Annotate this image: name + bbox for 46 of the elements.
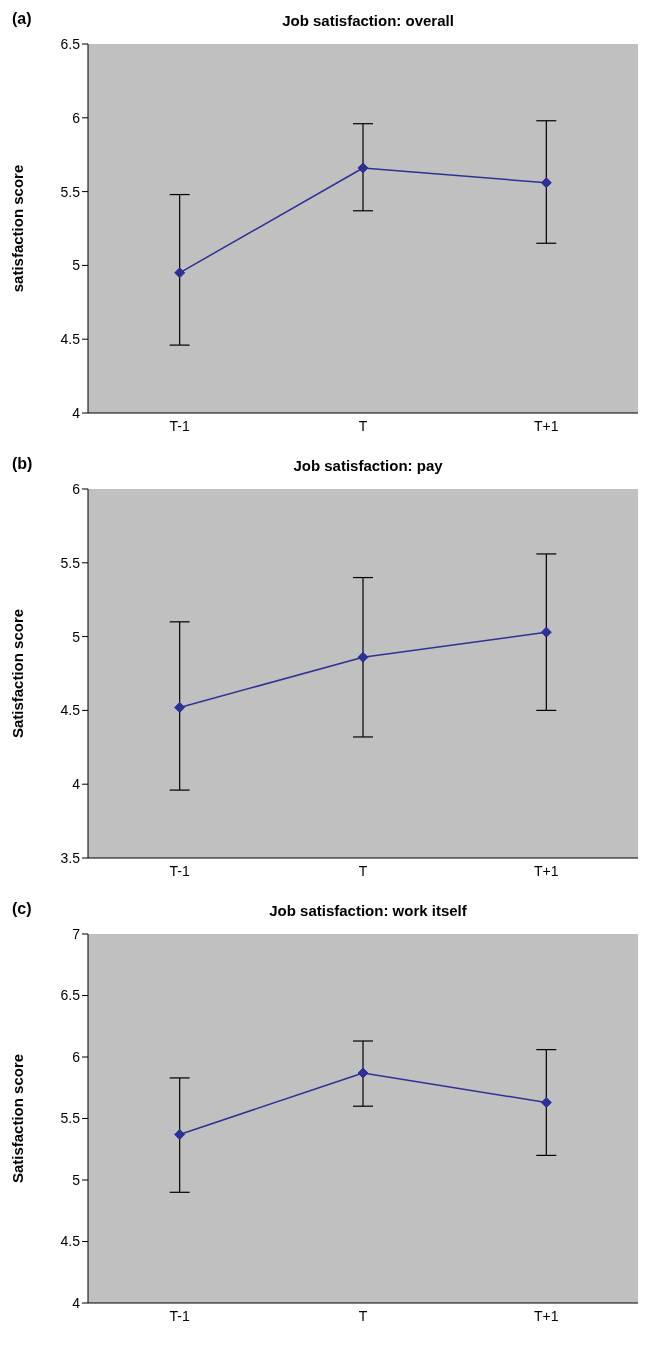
point <box>174 267 186 279</box>
y-axis-title: satisfaction score <box>9 164 27 293</box>
y-tick-label: 6 <box>72 480 81 497</box>
y-axis-title: Satisfaction score <box>9 608 27 739</box>
y-tick-label: 5 <box>72 257 81 274</box>
y-tick-label: 4 <box>72 1294 81 1311</box>
point <box>357 651 369 663</box>
text: (c) <box>12 900 32 918</box>
y-tick-label: 4.5 <box>60 331 81 348</box>
x-tick-label: T+1 <box>534 1307 559 1324</box>
x-tick-label: T <box>358 417 368 434</box>
y-tick-label: 4.5 <box>60 1233 81 1250</box>
y-tick-label: 6 <box>72 109 81 126</box>
point <box>540 177 552 189</box>
text: (b) <box>12 455 33 473</box>
y-tick-label: 5 <box>72 628 81 645</box>
point <box>540 1097 552 1109</box>
y-tick-label: 5.5 <box>60 554 81 571</box>
y-tick-label: 4 <box>72 404 81 421</box>
x-tick-label: T-1 <box>169 417 190 434</box>
point <box>174 701 186 713</box>
y-tick-label: 6 <box>72 1048 81 1065</box>
y-tick-label: 6.5 <box>60 987 81 1004</box>
x-tick-label: T <box>358 862 368 879</box>
y-tick-label: 7 <box>72 925 81 942</box>
y-tick-label: 4 <box>72 776 81 793</box>
x-tick-label: T <box>358 1307 368 1324</box>
x-tick-label: T+1 <box>534 862 559 879</box>
y-tick-label: 5.5 <box>60 1110 81 1127</box>
y-tick-label: 6.5 <box>60 35 81 52</box>
y-tick-label: 5.5 <box>60 183 81 200</box>
y-tick-label: 5 <box>72 1171 81 1188</box>
x-tick-label: T+1 <box>534 417 559 434</box>
chart-title: Job satisfaction: pay <box>292 457 444 474</box>
y-tick-label: 3.5 <box>60 849 81 866</box>
y-axis-title: Satisfaction score <box>9 1053 27 1184</box>
x-tick-label: T-1 <box>169 862 190 879</box>
chart-title: Job satisfaction: work itself <box>268 902 468 919</box>
point <box>540 626 552 638</box>
point <box>357 162 369 174</box>
x-tick-label: T-1 <box>169 1307 190 1324</box>
y-tick-label: 4.5 <box>60 702 81 719</box>
text: (a) <box>12 10 32 28</box>
point <box>357 1067 369 1079</box>
chart-title: Job satisfaction: overall <box>281 12 455 29</box>
point <box>174 1128 186 1140</box>
